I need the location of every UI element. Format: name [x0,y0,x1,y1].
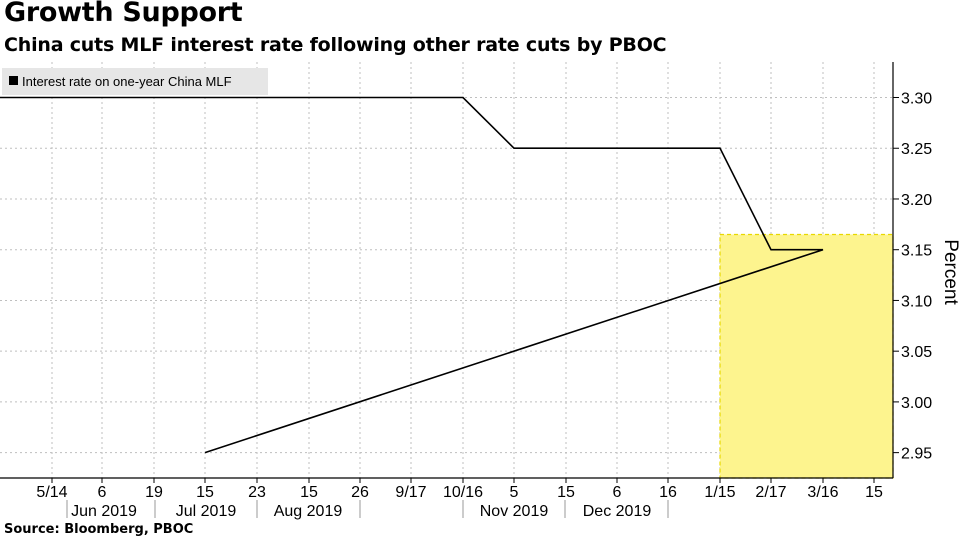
x-month-label: Nov 2019 [480,503,549,520]
x-tick-label: 15 [300,484,318,501]
y-tick-label: 3.00 [901,395,932,412]
x-tick-label: 15 [865,484,883,501]
y-tick-label: 3.30 [901,91,932,108]
chart-title: Growth Support [4,0,243,28]
x-tick-label: 2/17 [755,484,786,501]
x-tick-label: 3/16 [807,484,838,501]
axes [0,62,899,518]
y-axis-label: Percent [940,239,961,305]
x-tick-label: 23 [248,484,266,501]
legend: Interest rate on one-year China MLF [2,68,268,95]
x-month-labels: Jun 2019 Jul 2019 Aug 2019 Nov 2019 Dec 2019 [71,503,651,520]
y-tick-label: 3.10 [901,293,932,310]
x-tick-label: 26 [351,484,369,501]
x-tick-labels: 5/14 6 19 15 23 15 26 9/17 10/16 5 15 6 16 1/15 2/17 3/… [36,484,883,501]
x-tick-label: 5 [510,484,519,501]
x-tick-label: 10/16 [443,484,483,501]
y-tick-label: 3.05 [901,344,932,361]
legend-swatch [9,76,18,85]
y-tick-labels: 3.30 3.25 3.20 3.15 3.10 3.05 3.00 2.95 [901,91,932,463]
chart-subtitle: China cuts MLF interest rate following o… [4,34,667,56]
source-note: Source: Bloomberg, PBOC [4,522,194,537]
y-tick-label: 3.15 [901,243,932,260]
x-month-label: Aug 2019 [274,503,343,520]
y-tick-label: 2.95 [901,446,932,463]
x-month-label: Dec 2019 [583,503,652,520]
series-line [0,96,824,454]
legend-background [2,68,268,95]
y-tick-label: 3.20 [901,192,932,209]
x-tick-label: 6 [613,484,622,501]
highlight-region [719,233,894,479]
legend-label: Interest rate on one-year China MLF [22,74,232,89]
x-tick-label: 19 [145,484,163,501]
x-tick-label: 16 [659,484,677,501]
x-tick-label: 6 [98,484,107,501]
x-tick-label: 1/15 [704,484,735,501]
x-tick-label: 5/14 [36,484,67,501]
x-tick-label: 15 [196,484,214,501]
x-month-label: Jun 2019 [71,503,137,520]
x-tick-label: 9/17 [395,484,426,501]
x-month-label: Jul 2019 [176,503,237,520]
x-tick-label: 15 [557,484,575,501]
y-tick-label: 3.25 [901,141,932,158]
